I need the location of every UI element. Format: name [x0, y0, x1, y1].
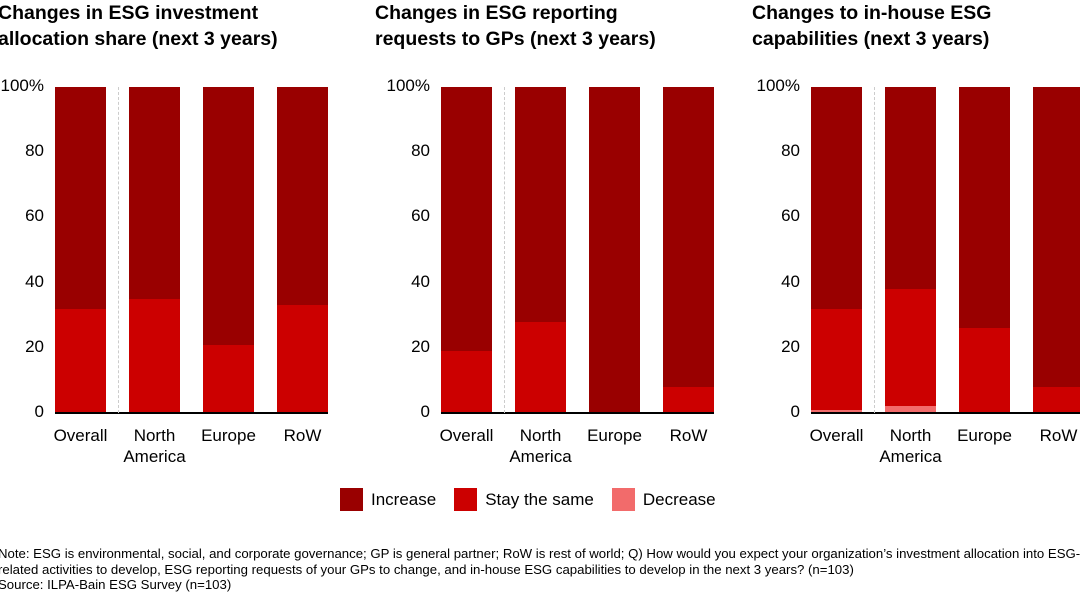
- y-tick-label: 0: [34, 402, 44, 421]
- bar-segment-increase: [959, 87, 1010, 329]
- bar-segment-decrease: [811, 409, 862, 413]
- y-tick-label: 0: [790, 402, 800, 421]
- x-axis: [441, 412, 714, 414]
- divider-dashed: [504, 87, 505, 413]
- y-tick-label: 100%: [386, 76, 430, 95]
- legend-item-increase: Increase: [340, 488, 436, 511]
- x-tick-label: America: [509, 447, 572, 466]
- bar-segment-stay-the-same: [203, 344, 254, 413]
- bar-segment-increase: [663, 87, 714, 387]
- x-tick-label: North: [889, 426, 932, 445]
- legend-swatch-increase: [340, 488, 363, 511]
- bar-segment-increase: [589, 87, 640, 413]
- x-tick-label: Overall: [809, 426, 864, 445]
- bar-segment-increase: [441, 87, 492, 352]
- bar-segment-increase: [1033, 87, 1080, 387]
- x-axis: [811, 412, 1080, 414]
- legend-swatch-stay: [454, 488, 478, 511]
- bar-segment-stay-the-same: [515, 321, 566, 413]
- y-tick-label: 20: [25, 336, 44, 356]
- bar-segment-increase: [811, 87, 862, 309]
- chart-title: Changes in ESG investment: [0, 2, 259, 24]
- chart-title: Changes to in-house ESG: [752, 2, 992, 24]
- y-tick-label: 20: [781, 336, 800, 356]
- bar-segment-stay-the-same: [277, 305, 328, 413]
- x-tick-label: North: [519, 426, 562, 445]
- chart-title: allocation share (next 3 years): [0, 28, 278, 50]
- chart-title: capabilities (next 3 years): [752, 28, 990, 50]
- x-tick-label: Europe: [587, 426, 642, 445]
- legend-item-stay: Stay the same: [454, 488, 594, 511]
- y-tick-label: 100%: [756, 76, 800, 95]
- x-tick-label: Overall: [439, 426, 494, 445]
- bar-segment-stay-the-same: [441, 351, 492, 413]
- x-tick-label: Overall: [53, 426, 108, 445]
- legend-label: Decrease: [642, 489, 716, 509]
- legend-label: Increase: [371, 489, 437, 509]
- x-tick-label: RoW: [283, 426, 322, 445]
- legend: Increase Stay the same Decrease: [340, 488, 734, 511]
- bar-segment-increase: [885, 87, 936, 290]
- x-axis: [55, 412, 328, 414]
- bar-segment-stay-the-same: [811, 308, 862, 410]
- bar-segment-increase: [515, 87, 566, 322]
- bar-segment-decrease: [885, 406, 936, 413]
- x-tick-label: America: [123, 447, 186, 466]
- bar-segment-increase: [277, 87, 328, 306]
- y-tick-label: 40: [781, 271, 800, 291]
- bar-segment-stay-the-same: [55, 308, 106, 413]
- note-text: Note: ESG is environmental, social, and …: [0, 546, 1080, 577]
- y-tick-label: 60: [411, 206, 430, 226]
- y-tick-label: 80: [411, 141, 430, 161]
- footnote: Note: ESG is environmental, social, and …: [0, 546, 1080, 593]
- x-tick-label: Europe: [201, 426, 256, 445]
- bar-segment-stay-the-same: [885, 289, 936, 407]
- x-tick-label: Europe: [957, 426, 1012, 445]
- y-tick-label: 80: [781, 141, 800, 161]
- source-text: Source: ILPA-Bain ESG Survey (n=103): [0, 577, 232, 592]
- divider-dashed: [874, 87, 875, 413]
- bar-segment-stay-the-same: [959, 328, 1010, 413]
- x-tick-label: America: [879, 447, 942, 466]
- y-tick-label: 20: [411, 336, 430, 356]
- legend-label: Stay the same: [485, 489, 594, 509]
- x-tick-label: RoW: [669, 426, 708, 445]
- bar-segment-increase: [55, 87, 106, 309]
- y-tick-label: 60: [781, 206, 800, 226]
- legend-swatch-decrease: [611, 488, 635, 511]
- y-tick-label: 40: [25, 271, 44, 291]
- y-tick-label: 0: [420, 402, 430, 421]
- x-tick-label: North: [133, 426, 176, 445]
- bar-segment-stay-the-same: [663, 386, 714, 413]
- bar-segment-stay-the-same: [1033, 386, 1080, 413]
- x-tick-label: RoW: [1039, 426, 1078, 445]
- bar-segment-increase: [203, 87, 254, 345]
- y-tick-label: 80: [25, 141, 44, 161]
- chart-title: requests to GPs (next 3 years): [375, 28, 656, 50]
- divider-dashed: [118, 87, 119, 413]
- bar-segment-stay-the-same: [129, 298, 180, 413]
- y-tick-label: 40: [411, 271, 430, 291]
- y-tick-label: 60: [25, 206, 44, 226]
- chart-title: Changes in ESG reporting: [375, 2, 618, 24]
- y-tick-label: 100%: [0, 76, 44, 95]
- bar-segment-increase: [129, 87, 180, 299]
- legend-item-decrease: Decrease: [611, 488, 716, 511]
